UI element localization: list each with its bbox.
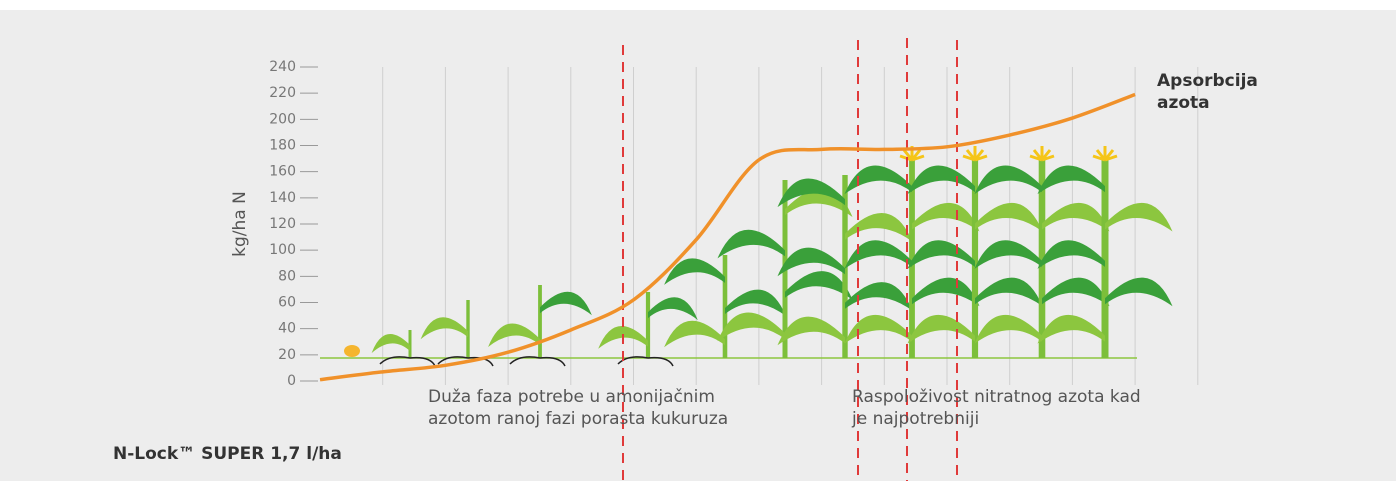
y-tick-label: 100 <box>269 242 296 258</box>
panel <box>0 10 1396 481</box>
series-line <box>319 92 1136 382</box>
plant <box>907 146 1043 358</box>
leaf <box>912 202 980 232</box>
leaf <box>785 271 853 300</box>
leaf <box>717 312 785 342</box>
root <box>509 356 566 367</box>
leaf <box>844 314 912 344</box>
annotation: Duža faza potrebe u amonijačnim azotom r… <box>428 387 729 429</box>
leaf <box>844 165 912 195</box>
plant <box>1037 146 1173 358</box>
leaf <box>1105 277 1173 307</box>
leaf <box>1037 314 1105 344</box>
leaf <box>845 282 913 311</box>
plant <box>717 180 853 358</box>
leaf <box>974 240 1042 269</box>
leaf <box>664 320 725 348</box>
root <box>379 356 436 367</box>
series-label: Apsorbcija azota <box>1157 71 1258 113</box>
leaf <box>1105 202 1173 232</box>
leaf <box>648 297 698 321</box>
leaf <box>371 334 410 354</box>
plant <box>371 330 436 367</box>
tassel <box>1092 146 1118 162</box>
leaf <box>777 247 845 277</box>
annotation: Raspoloživost nitratnog azota kad je naj… <box>852 387 1141 429</box>
tassel <box>899 146 925 162</box>
seed <box>344 345 360 357</box>
y-tick-label: 240 <box>269 59 296 75</box>
leaf <box>975 277 1043 307</box>
leaf <box>777 178 845 208</box>
leaf <box>1042 277 1110 307</box>
y-tick-label: 140 <box>269 190 296 206</box>
leaf <box>844 240 912 269</box>
y-tick-label: 180 <box>269 138 296 154</box>
leaf <box>488 323 540 347</box>
plant <box>664 255 786 358</box>
y-tick-label: 80 <box>278 268 296 284</box>
footer: N-Lock™ SUPER 1,7 l/ha <box>113 444 342 464</box>
leaf <box>907 240 975 269</box>
leaf <box>975 202 1043 232</box>
leaf <box>717 229 785 259</box>
plant <box>974 146 1110 358</box>
y-tick-label: 160 <box>269 164 296 180</box>
root <box>617 356 674 367</box>
leaf <box>974 165 1042 195</box>
leaf <box>907 314 975 344</box>
leaf <box>725 289 786 317</box>
plant <box>844 146 980 358</box>
y-tick-label: 40 <box>278 321 296 337</box>
y-tick-label: 20 <box>278 347 296 363</box>
tassel <box>1029 146 1055 162</box>
y-tick-label: 60 <box>278 295 296 311</box>
leaf <box>420 317 468 340</box>
y-tick-label: 0 <box>287 373 296 389</box>
tassel <box>962 146 988 162</box>
leaf <box>1042 202 1110 232</box>
leaf <box>845 213 913 242</box>
y-tick-label: 120 <box>269 216 296 232</box>
y-tick-label: 200 <box>269 111 296 127</box>
leaf <box>1037 240 1105 269</box>
y-axis-label: kg/ha N <box>230 191 250 257</box>
y-tick-label: 220 <box>269 85 296 101</box>
leaf <box>907 165 975 195</box>
leaf <box>912 277 980 307</box>
leaf <box>777 316 845 346</box>
leaf <box>664 258 725 285</box>
leaf <box>540 291 592 316</box>
plant <box>488 285 592 367</box>
leaf <box>974 314 1042 344</box>
plant <box>777 175 913 358</box>
leaf <box>1037 165 1105 195</box>
